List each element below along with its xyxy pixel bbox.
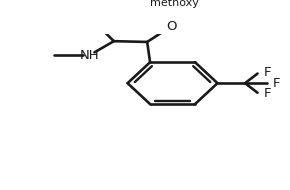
Text: methoxy: methoxy xyxy=(150,0,199,8)
Text: O: O xyxy=(166,20,177,33)
Text: F: F xyxy=(273,77,280,90)
Text: F: F xyxy=(263,66,271,79)
Text: F: F xyxy=(263,87,271,100)
Text: NH: NH xyxy=(79,49,99,62)
